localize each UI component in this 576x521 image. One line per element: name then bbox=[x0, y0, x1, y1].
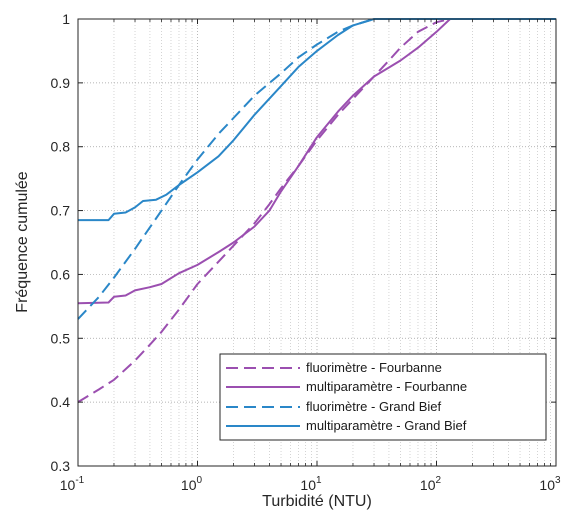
series-line-2 bbox=[77, 18, 556, 320]
axis-ticks bbox=[77, 18, 557, 467]
x-tick-label: 102 bbox=[420, 475, 442, 493]
series-line-1 bbox=[77, 18, 556, 305]
series-lines bbox=[77, 18, 556, 403]
legend-label-fluorimetre-fourbanne: fluorimètre - Fourbanne bbox=[306, 360, 442, 375]
y-tick-label: 0.9 bbox=[51, 75, 71, 91]
x-axis-label: Turbidité (NTU) bbox=[262, 493, 372, 510]
legend-label-fluorimetre-grand-bief: fluorimètre - Grand Bief bbox=[306, 399, 441, 414]
x-tick-label: 103 bbox=[539, 475, 561, 493]
y-tick-label: 0.3 bbox=[51, 458, 71, 474]
y-tick-label: 0.5 bbox=[51, 330, 71, 346]
legend-label-multiparametre-grand-bief: multiparamètre - Grand Bief bbox=[306, 418, 467, 433]
y-tick-label: 1 bbox=[62, 11, 70, 27]
legend-label-multiparametre-fourbanne: multiparamètre - Fourbanne bbox=[306, 379, 467, 394]
x-tick-label: 100 bbox=[181, 475, 203, 493]
y-tick-label: 0.8 bbox=[51, 139, 71, 155]
x-tick-label: 10-1 bbox=[60, 475, 85, 493]
y-tick-label: 0.6 bbox=[51, 266, 71, 282]
x-tick-label: 101 bbox=[300, 475, 322, 493]
axis-tick-labels: 10-1 100 101 102 103 0.3 0.4 0.5 0.6 0.7 0.8 0.9 1 bbox=[51, 11, 561, 493]
legend: fluorimètre - Fourbanne multiparamètre -… bbox=[219, 353, 547, 441]
y-axis-label: Fréquence cumulée bbox=[14, 171, 31, 313]
y-tick-label: 0.7 bbox=[51, 203, 71, 219]
series-line-3 bbox=[78, 18, 556, 222]
y-tick-label: 0.4 bbox=[51, 394, 71, 410]
